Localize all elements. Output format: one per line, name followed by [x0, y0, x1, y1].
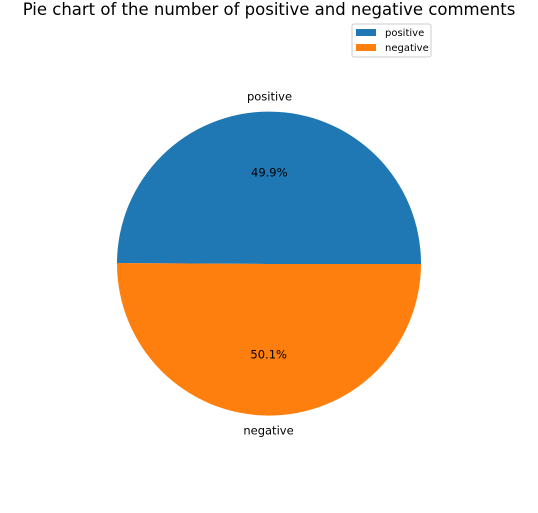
legend-swatch-negative [356, 44, 376, 51]
pie-slices [116, 111, 422, 416]
pie-slice-positive [117, 111, 422, 264]
chart-title: Pie chart of the number of positive and … [23, 0, 516, 19]
category-label-negative: negative [243, 424, 293, 438]
legend-label-positive: positive [385, 28, 424, 39]
legend: positive negative [351, 23, 432, 58]
slice-labels: positive 49.9% negative 50.1% [243, 89, 293, 437]
legend-label-negative: negative [385, 43, 429, 54]
percent-label-negative: 50.1% [250, 348, 287, 362]
legend-swatch-positive [356, 29, 376, 36]
category-label-positive: positive [247, 89, 292, 103]
percent-label-positive: 49.9% [251, 165, 288, 179]
pie-slice-negative [116, 263, 421, 416]
